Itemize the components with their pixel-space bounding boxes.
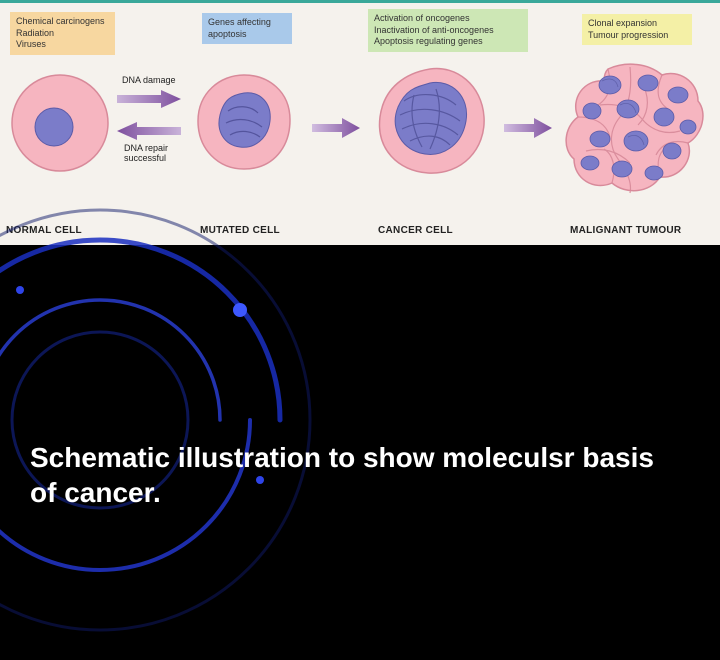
box-clonal-expansion: Clonal expansion Tumour progression: [582, 14, 692, 45]
arrow-dna-damage-icon: [115, 89, 183, 109]
mutated-cell-icon: [190, 69, 298, 177]
dna-repair-label: DNA repair successful: [124, 143, 168, 163]
slide-caption: Schematic illustration to show moleculsr…: [30, 440, 670, 510]
dna-damage-label: DNA damage: [122, 75, 176, 85]
swirl-decoration-icon: [0, 180, 340, 660]
normal-cell-icon: [8, 71, 112, 175]
arrow-dna-repair-icon: [115, 121, 183, 141]
caption-panel: Schematic illustration to show moleculsr…: [0, 245, 720, 540]
box-carcinogens: Chemical carcinogens Radiation Viruses: [10, 12, 115, 55]
malignant-tumour-icon: [560, 55, 710, 205]
box-apoptosis-genes: Genes affecting apoptosis: [202, 13, 292, 44]
arrow-cancer-to-tumour-icon: [502, 117, 554, 139]
stage-cancer-label: CANCER CELL: [378, 225, 453, 236]
arrow-mutated-to-cancer-icon: [310, 117, 362, 139]
cancer-cell-icon: [370, 61, 492, 183]
box-oncogenes: Activation of oncogenes Inactivation of …: [368, 9, 528, 52]
stage-tumour-label: MALIGNANT TUMOUR: [570, 225, 681, 236]
